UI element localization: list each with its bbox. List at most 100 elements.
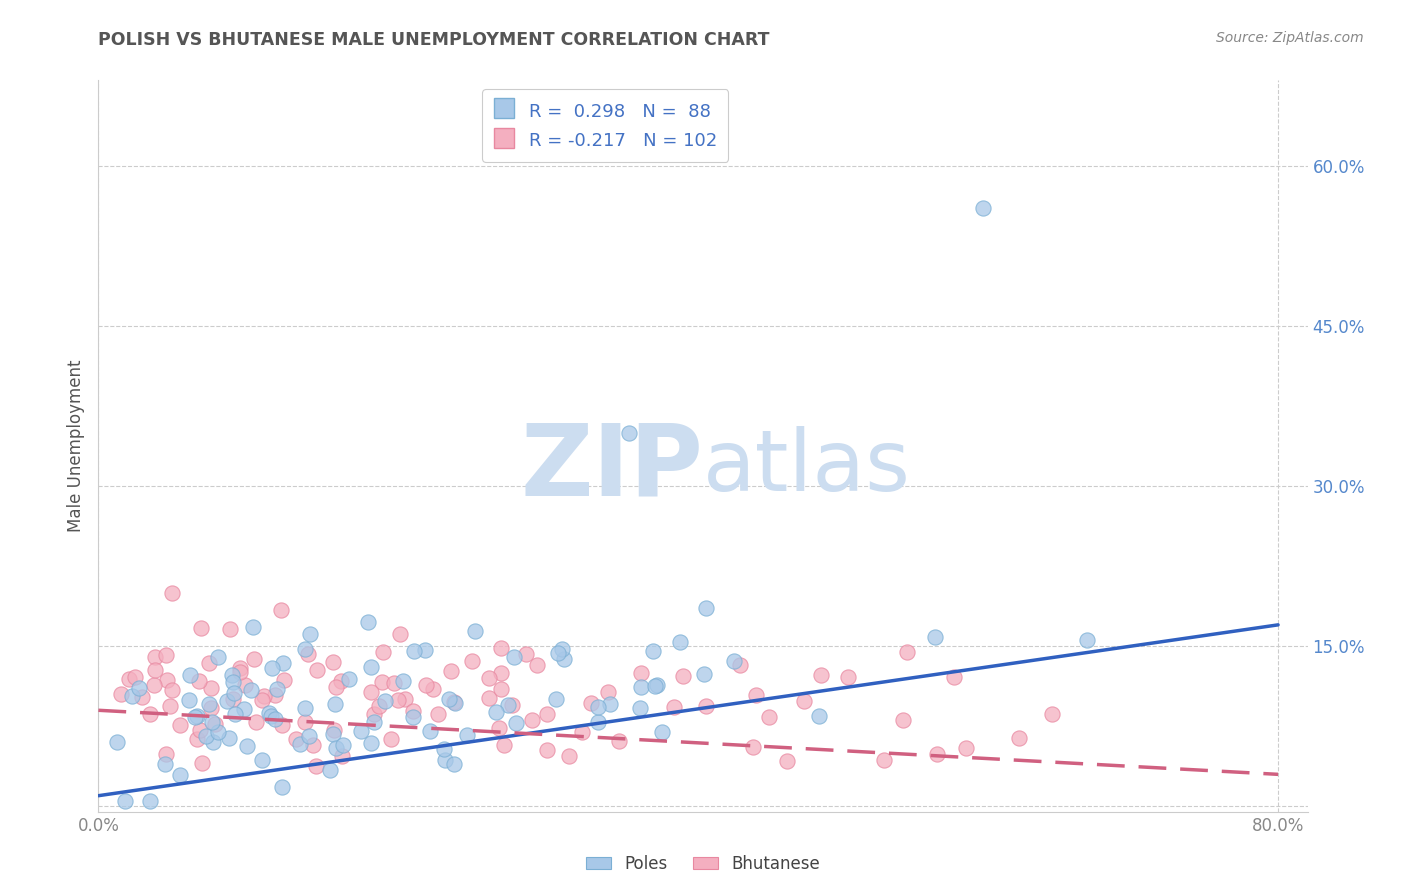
Poles	[319, 763, 342, 777]
Bhutanese	[745, 688, 768, 702]
Bhutanese	[695, 699, 717, 714]
Poles	[218, 731, 240, 745]
Poles	[298, 729, 321, 743]
Bhutanese	[672, 669, 695, 683]
Poles	[586, 699, 609, 714]
Poles	[1076, 633, 1098, 648]
Bhutanese	[191, 756, 214, 770]
Bhutanese	[1040, 707, 1063, 722]
Bhutanese	[243, 652, 266, 666]
Bhutanese	[143, 649, 166, 664]
Bhutanese	[297, 647, 319, 661]
Text: atlas: atlas	[703, 426, 911, 509]
Poles	[924, 630, 946, 644]
Bhutanese	[477, 690, 499, 705]
Bhutanese	[515, 647, 537, 661]
Bhutanese	[387, 693, 409, 707]
Poles	[505, 716, 527, 731]
Poles	[456, 728, 478, 742]
Poles	[437, 692, 460, 706]
Poles	[443, 757, 465, 772]
Poles	[360, 736, 382, 750]
Poles	[128, 681, 150, 696]
Poles	[271, 657, 294, 671]
Bhutanese	[443, 695, 465, 709]
Poles	[105, 735, 128, 749]
Poles	[221, 668, 243, 682]
Bhutanese	[305, 758, 328, 772]
Bhutanese	[329, 673, 352, 688]
Bhutanese	[197, 656, 219, 670]
Bhutanese	[955, 741, 977, 756]
Poles	[242, 620, 264, 634]
Poles	[121, 689, 143, 703]
Poles	[392, 673, 415, 688]
Poles	[224, 706, 246, 721]
Bhutanese	[330, 749, 353, 764]
Poles	[294, 701, 316, 715]
Bhutanese	[142, 677, 165, 691]
Poles	[599, 697, 621, 711]
Poles	[294, 641, 316, 656]
Poles	[236, 739, 259, 753]
Poles	[232, 702, 254, 716]
Bhutanese	[571, 724, 593, 739]
Bhutanese	[245, 714, 267, 729]
Bhutanese	[155, 648, 177, 662]
Bhutanese	[200, 701, 222, 715]
Poles	[641, 643, 664, 657]
Bhutanese	[402, 704, 425, 718]
Poles	[260, 661, 283, 675]
Bhutanese	[143, 663, 166, 677]
Poles	[669, 634, 692, 648]
Bhutanese	[186, 732, 208, 747]
Text: ZIP: ZIP	[520, 419, 703, 516]
Poles	[350, 724, 373, 739]
Bhutanese	[271, 718, 294, 732]
Bhutanese	[253, 689, 276, 703]
Poles	[264, 712, 287, 726]
Bhutanese	[415, 677, 437, 691]
Poles	[433, 742, 456, 756]
Poles	[270, 780, 292, 795]
Poles	[207, 650, 229, 665]
Bhutanese	[489, 666, 512, 681]
Poles	[325, 740, 347, 755]
Text: POLISH VS BHUTANESE MALE UNEMPLOYMENT CORRELATION CHART: POLISH VS BHUTANESE MALE UNEMPLOYMENT CO…	[98, 31, 770, 49]
Poles	[419, 724, 441, 739]
Bhutanese	[810, 668, 832, 682]
Bhutanese	[742, 740, 765, 755]
Bhutanese	[426, 706, 449, 721]
Bhutanese	[526, 657, 548, 672]
Bhutanese	[837, 670, 859, 684]
Bhutanese	[394, 692, 416, 706]
Poles	[266, 681, 288, 696]
Bhutanese	[131, 690, 153, 704]
Bhutanese	[160, 586, 183, 600]
Poles	[360, 659, 382, 673]
Bhutanese	[371, 645, 394, 659]
Bhutanese	[388, 627, 411, 641]
Bhutanese	[188, 674, 211, 689]
Bhutanese	[160, 682, 183, 697]
Bhutanese	[461, 654, 484, 668]
Poles	[356, 615, 378, 629]
Poles	[260, 708, 283, 723]
Bhutanese	[488, 722, 510, 736]
Poles	[723, 654, 745, 668]
Poles	[139, 794, 162, 808]
Poles	[288, 737, 311, 751]
Poles	[807, 708, 830, 723]
Poles	[434, 753, 457, 767]
Bhutanese	[596, 685, 619, 699]
Bhutanese	[422, 682, 444, 697]
Poles	[200, 714, 222, 729]
Poles	[179, 667, 201, 681]
Poles	[298, 627, 321, 641]
Bhutanese	[491, 641, 513, 656]
Bhutanese	[305, 663, 328, 677]
Bhutanese	[520, 713, 543, 727]
Legend: R =  0.298   N =  88, R = -0.217   N = 102: R = 0.298 N = 88, R = -0.217 N = 102	[482, 89, 728, 161]
Bhutanese	[124, 670, 146, 684]
Poles	[240, 682, 263, 697]
